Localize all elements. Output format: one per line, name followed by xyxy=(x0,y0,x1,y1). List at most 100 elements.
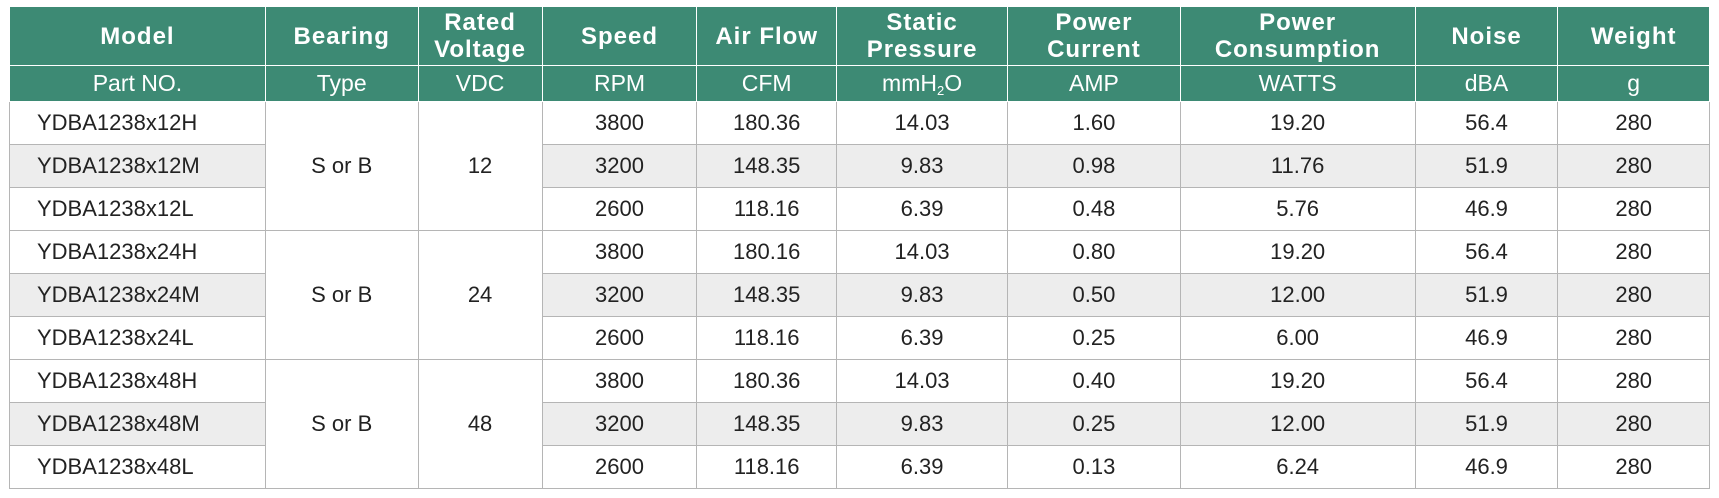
cell-airflow: 148.35 xyxy=(696,402,837,446)
cell-noise: 51.9 xyxy=(1414,273,1559,317)
cell-current: 0.40 xyxy=(1007,359,1181,403)
header-unit-row: Part NO. Type VDC RPM CFM mmH2O AMP WATT… xyxy=(9,65,1710,102)
cell-airflow: 148.35 xyxy=(696,144,837,188)
cell-pressure: 6.39 xyxy=(835,316,1009,360)
cell-speed: 3200 xyxy=(541,144,698,188)
cell-model: YDBA1238x24L xyxy=(9,316,266,360)
col-header-air-flow: Air Flow xyxy=(696,6,837,66)
unit-mmh-text: mmH xyxy=(882,69,937,96)
cell-airflow: 118.16 xyxy=(696,445,837,489)
table-row: YDBA1238x48L 2600 118.16 6.39 0.13 6.24 … xyxy=(9,445,1710,489)
col-header-static-pressure: Static Pressure xyxy=(835,6,1009,66)
cell-airflow: 118.16 xyxy=(696,316,837,360)
cell-voltage: 48 xyxy=(417,359,543,489)
cell-power: 12.00 xyxy=(1179,402,1416,446)
cell-airflow: 180.36 xyxy=(696,101,837,145)
cell-speed: 2600 xyxy=(541,445,698,489)
cell-pressure: 14.03 xyxy=(835,230,1009,274)
cell-noise: 56.4 xyxy=(1414,101,1559,145)
header-title-row: Model Bearing Rated Voltage Speed Air Fl… xyxy=(9,6,1710,66)
col-header-weight: Weight xyxy=(1557,6,1710,66)
col-header-bearing: Bearing xyxy=(264,6,419,66)
cell-noise: 56.4 xyxy=(1414,230,1559,274)
cell-model: YDBA1238x48M xyxy=(9,402,266,446)
cell-pressure: 14.03 xyxy=(835,359,1009,403)
cell-weight: 280 xyxy=(1557,144,1710,188)
cell-current: 1.60 xyxy=(1007,101,1181,145)
unit-o-text: O xyxy=(944,69,963,96)
unit-cfm: CFM xyxy=(696,65,837,102)
col-header-power-consumption: Power Consumption xyxy=(1179,6,1416,66)
table-row: YDBA1238x24H S or B 24 3800 180.16 14.03… xyxy=(9,230,1710,360)
cell-bearing: S or B xyxy=(264,101,419,231)
cell-speed: 3800 xyxy=(541,101,698,145)
unit-type: Type xyxy=(264,65,419,102)
fan-spec-table: Model Bearing Rated Voltage Speed Air Fl… xyxy=(9,6,1710,489)
cell-pressure: 9.83 xyxy=(835,273,1009,317)
cell-current: 0.80 xyxy=(1007,230,1181,274)
cell-power: 11.76 xyxy=(1179,144,1416,188)
cell-model: YDBA1238x12L xyxy=(9,187,266,231)
cell-noise: 51.9 xyxy=(1414,144,1559,188)
col-header-noise: Noise xyxy=(1414,6,1559,66)
cell-speed: 3200 xyxy=(541,273,698,317)
cell-airflow: 148.35 xyxy=(696,273,837,317)
cell-noise: 46.9 xyxy=(1414,187,1559,231)
cell-pressure: 6.39 xyxy=(835,187,1009,231)
cell-current: 0.13 xyxy=(1007,445,1181,489)
cell-noise: 51.9 xyxy=(1414,402,1559,446)
cell-model: YDBA1238x24M xyxy=(9,273,266,317)
cell-power: 6.24 xyxy=(1179,445,1416,489)
unit-g: g xyxy=(1557,65,1710,102)
unit-watts: WATTS xyxy=(1179,65,1416,102)
unit-rpm: RPM xyxy=(541,65,698,102)
cell-power: 19.20 xyxy=(1179,230,1416,274)
cell-power: 6.00 xyxy=(1179,316,1416,360)
cell-model: YDBA1238x12H xyxy=(9,101,266,145)
cell-model: YDBA1238x24H xyxy=(9,230,266,274)
cell-weight: 280 xyxy=(1557,273,1710,317)
unit-part-no: Part NO. xyxy=(9,65,266,102)
cell-voltage: 12 xyxy=(417,101,543,231)
table-row: YDBA1238x12M 3200 148.35 9.83 0.98 11.76… xyxy=(9,144,1710,188)
cell-speed: 3800 xyxy=(541,230,698,274)
table-row: YDBA1238x48H S or B 48 3800 180.36 14.03… xyxy=(9,359,1710,489)
cell-pressure: 6.39 xyxy=(835,445,1009,489)
cell-noise: 46.9 xyxy=(1414,445,1559,489)
cell-weight: 280 xyxy=(1557,316,1710,360)
cell-speed: 3800 xyxy=(541,359,698,403)
cell-voltage: 24 xyxy=(417,230,543,360)
cell-power: 12.00 xyxy=(1179,273,1416,317)
col-header-power-current: Power Current xyxy=(1007,6,1181,66)
col-header-model: Model xyxy=(9,6,266,66)
cell-pressure: 9.83 xyxy=(835,402,1009,446)
cell-power: 19.20 xyxy=(1179,359,1416,403)
col-header-rated-voltage: Rated Voltage xyxy=(417,6,543,66)
unit-amp: AMP xyxy=(1007,65,1181,102)
cell-weight: 280 xyxy=(1557,402,1710,446)
cell-weight: 280 xyxy=(1557,230,1710,274)
cell-current: 0.25 xyxy=(1007,316,1181,360)
rated-voltage-label: Rated Voltage xyxy=(434,9,527,63)
cell-airflow: 118.16 xyxy=(696,187,837,231)
cell-speed: 3200 xyxy=(541,402,698,446)
cell-power: 5.76 xyxy=(1179,187,1416,231)
unit-dba: dBA xyxy=(1414,65,1559,102)
power-current-label: Power Current xyxy=(1047,9,1141,63)
cell-pressure: 9.83 xyxy=(835,144,1009,188)
unit-subscript-2: 2 xyxy=(936,82,945,98)
cell-noise: 56.4 xyxy=(1414,359,1559,403)
cell-pressure: 14.03 xyxy=(835,101,1009,145)
cell-current: 0.50 xyxy=(1007,273,1181,317)
cell-current: 0.98 xyxy=(1007,144,1181,188)
unit-mmh2o: mmH2O xyxy=(835,65,1009,102)
cell-airflow: 180.16 xyxy=(696,230,837,274)
cell-weight: 280 xyxy=(1557,359,1710,403)
cell-model: YDBA1238x48H xyxy=(9,359,266,403)
cell-noise: 46.9 xyxy=(1414,316,1559,360)
cell-bearing: S or B xyxy=(264,230,419,360)
table-row: YDBA1238x48M 3200 148.35 9.83 0.25 12.00… xyxy=(9,402,1710,446)
table-row: YDBA1238x24M 3200 148.35 9.83 0.50 12.00… xyxy=(9,273,1710,317)
cell-bearing: S or B xyxy=(264,359,419,489)
cell-model: YDBA1238x48L xyxy=(9,445,266,489)
